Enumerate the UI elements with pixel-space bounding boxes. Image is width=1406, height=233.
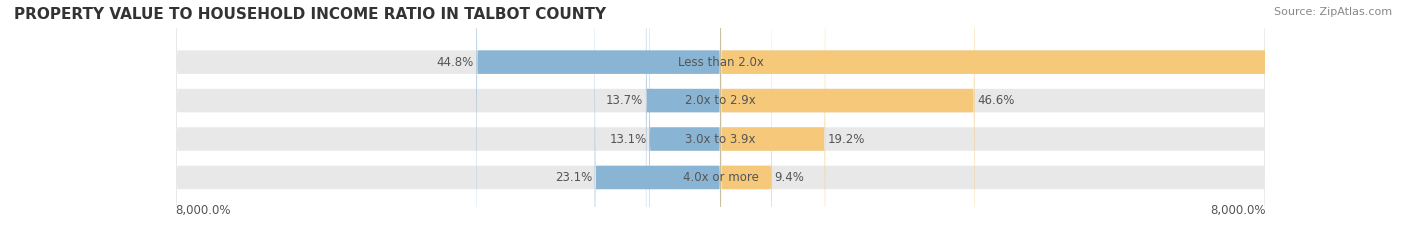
- FancyBboxPatch shape: [595, 0, 721, 233]
- FancyBboxPatch shape: [721, 0, 772, 233]
- FancyBboxPatch shape: [176, 0, 1265, 233]
- Text: 9.4%: 9.4%: [775, 171, 804, 184]
- Text: 46.6%: 46.6%: [977, 94, 1015, 107]
- Text: 13.1%: 13.1%: [609, 133, 647, 146]
- FancyBboxPatch shape: [176, 0, 1265, 233]
- Text: 8,000.0%: 8,000.0%: [1211, 204, 1265, 217]
- FancyBboxPatch shape: [645, 0, 721, 233]
- Text: Source: ZipAtlas.com: Source: ZipAtlas.com: [1274, 7, 1392, 17]
- FancyBboxPatch shape: [721, 0, 974, 233]
- Text: PROPERTY VALUE TO HOUSEHOLD INCOME RATIO IN TALBOT COUNTY: PROPERTY VALUE TO HOUSEHOLD INCOME RATIO…: [14, 7, 606, 22]
- Text: 3.0x to 3.9x: 3.0x to 3.9x: [685, 133, 756, 146]
- Text: 8,000.0%: 8,000.0%: [176, 204, 231, 217]
- FancyBboxPatch shape: [721, 0, 1406, 233]
- FancyBboxPatch shape: [477, 0, 721, 233]
- FancyBboxPatch shape: [650, 0, 721, 233]
- Text: 19.2%: 19.2%: [828, 133, 865, 146]
- Text: 2.0x to 2.9x: 2.0x to 2.9x: [685, 94, 756, 107]
- Text: 13.7%: 13.7%: [606, 94, 643, 107]
- FancyBboxPatch shape: [176, 0, 1265, 233]
- Text: 23.1%: 23.1%: [555, 171, 592, 184]
- Text: 4.0x or more: 4.0x or more: [683, 171, 758, 184]
- FancyBboxPatch shape: [176, 0, 1265, 233]
- Text: Less than 2.0x: Less than 2.0x: [678, 56, 763, 69]
- Text: 44.8%: 44.8%: [436, 56, 474, 69]
- FancyBboxPatch shape: [721, 0, 825, 233]
